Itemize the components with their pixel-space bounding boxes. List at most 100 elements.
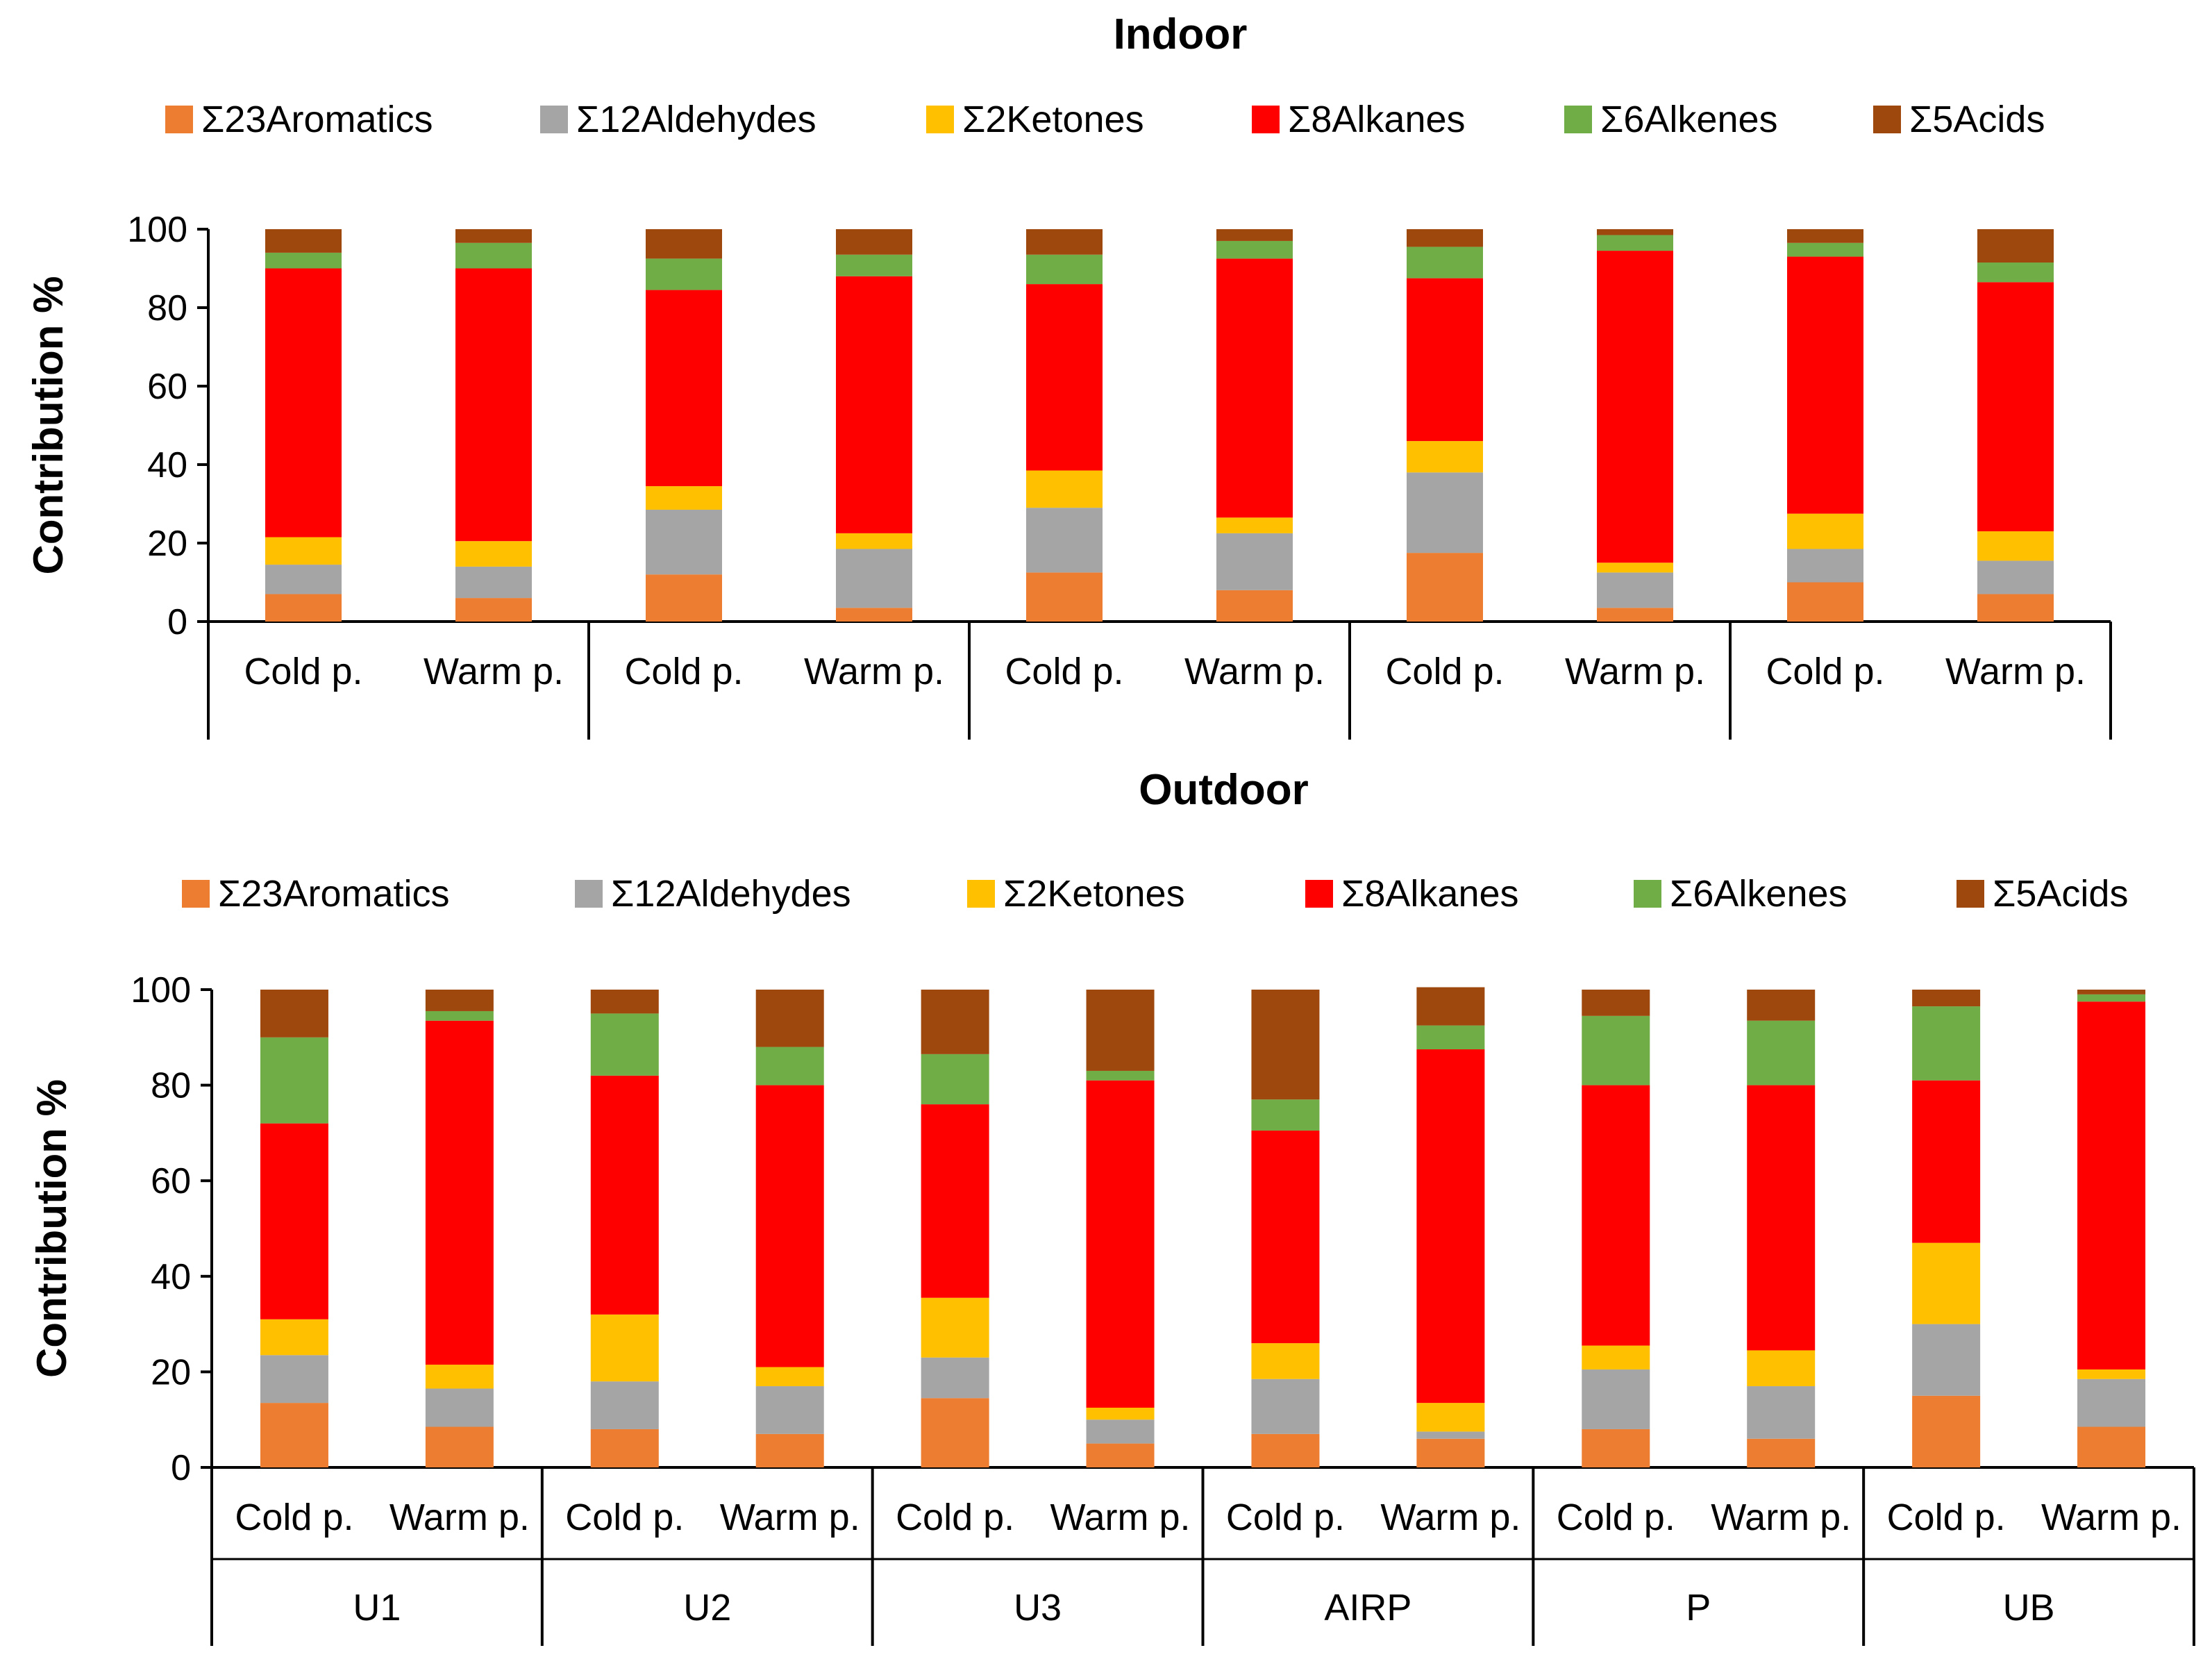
y-tick-label-40: 40 xyxy=(151,1257,191,1297)
y-tick-label-100: 100 xyxy=(127,210,187,250)
y-tick-label-20: 20 xyxy=(151,1352,191,1392)
bar-3-2ketones xyxy=(646,486,722,510)
bar-6-8alkanes xyxy=(1216,258,1293,518)
bar-5-23aromatics xyxy=(921,1398,989,1467)
bar-3-5acids xyxy=(646,229,722,259)
bar-3-8alkanes xyxy=(646,290,722,487)
legend-label-2: Σ12Aldehydes xyxy=(611,873,851,915)
bar-1-12aldehydes xyxy=(265,565,342,594)
x-category-label-12: Warm p. xyxy=(2041,1497,2181,1538)
bar-9-5acids xyxy=(1582,990,1650,1016)
bar-10-6alkenes xyxy=(1747,1020,1816,1085)
legend-label-3: Σ2Ketones xyxy=(1003,873,1185,915)
bar-3-6alkenes xyxy=(590,1013,659,1076)
x-category-label-4: Warm p. xyxy=(720,1497,860,1538)
x-category-label-8: Warm p. xyxy=(1565,651,1705,692)
legend-label-1: Σ23Aromatics xyxy=(218,873,450,915)
bar-10-5acids xyxy=(1977,229,2054,263)
outdoor-chart: Outdoor Σ23Aromatics Σ12Aldehydes Σ2Ketones… xyxy=(28,766,2195,1646)
x-category-label-7: Cold p. xyxy=(1385,651,1504,692)
bar-2-5acids xyxy=(425,990,494,1011)
bar-5-12aldehydes xyxy=(921,1357,989,1399)
bar-10-12aldehydes xyxy=(1747,1386,1816,1439)
bar-3-6alkenes xyxy=(646,258,722,290)
legend-swatch-5 xyxy=(1564,106,1592,133)
x-category-label-6: Warm p. xyxy=(1050,1497,1191,1538)
bar-7-23aromatics xyxy=(1407,553,1483,622)
bar-9-23aromatics xyxy=(1582,1429,1650,1467)
bar-5-8alkanes xyxy=(1026,284,1103,471)
bar-11-5acids xyxy=(1912,990,1981,1007)
group-label-u1: U1 xyxy=(353,1587,401,1629)
legend-swatch-2 xyxy=(575,880,603,908)
y-tick-label-0: 0 xyxy=(171,1448,191,1488)
bar-4-12aldehydes xyxy=(836,549,912,608)
bar-5-5acids xyxy=(1026,229,1103,255)
legend-swatch-2 xyxy=(540,106,568,133)
bar-5-2ketones xyxy=(921,1297,989,1358)
bar-5-6alkenes xyxy=(921,1054,989,1105)
chart-title: Outdoor xyxy=(1139,766,1309,814)
bar-11-6alkenes xyxy=(1912,1006,1981,1081)
bar-11-2ketones xyxy=(1912,1242,1981,1324)
bar-4-8alkanes xyxy=(755,1085,824,1367)
legend-swatch-5 xyxy=(1634,880,1661,908)
x-category-label-10: Warm p. xyxy=(1711,1497,1851,1538)
legend-swatch-4 xyxy=(1305,880,1333,908)
bar-4-23aromatics xyxy=(836,608,912,622)
bar-6-8alkanes xyxy=(1086,1080,1155,1408)
bar-12-5acids xyxy=(2077,990,2146,994)
bar-7-8alkanes xyxy=(1407,278,1483,442)
bar-4-8alkanes xyxy=(836,276,912,533)
bar-1-12aldehydes xyxy=(260,1355,328,1404)
bar-10-8alkanes xyxy=(1977,282,2054,532)
x-category-label-4: Warm p. xyxy=(804,651,944,692)
bar-4-5acids xyxy=(836,229,912,255)
legend-label-5: Σ6Alkenes xyxy=(1600,99,1778,140)
bar-9-12aldehydes xyxy=(1582,1369,1650,1429)
bar-8-23aromatics xyxy=(1416,1438,1485,1467)
bar-1-8alkanes xyxy=(265,268,342,538)
bar-1-6alkenes xyxy=(265,252,342,269)
y-tick-label-60: 60 xyxy=(147,367,187,407)
bar-12-12aldehydes xyxy=(2077,1379,2146,1427)
bar-9-2ketones xyxy=(1787,513,1863,549)
group-label-u2: U2 xyxy=(683,1587,731,1629)
bar-1-5acids xyxy=(265,229,342,253)
x-category-label-5: Cold p. xyxy=(1005,651,1123,692)
legend-swatch-1 xyxy=(182,880,210,908)
y-tick-label-80: 80 xyxy=(147,288,187,328)
bar-8-5acids xyxy=(1597,229,1673,235)
bar-6-23aromatics xyxy=(1086,1443,1155,1467)
bar-8-8alkanes xyxy=(1416,1049,1485,1404)
bar-4-6alkenes xyxy=(755,1047,824,1085)
bar-2-5acids xyxy=(455,229,532,243)
bar-8-2ketones xyxy=(1416,1403,1485,1432)
bar-11-8alkanes xyxy=(1912,1080,1981,1243)
x-category-label-6: Warm p. xyxy=(1184,651,1325,692)
x-category-label-2: Warm p. xyxy=(424,651,564,692)
bar-7-5acids xyxy=(1251,990,1320,1100)
bar-6-5acids xyxy=(1216,229,1293,241)
bar-7-6alkenes xyxy=(1407,247,1483,278)
bar-3-23aromatics xyxy=(590,1429,659,1467)
bar-7-5acids xyxy=(1407,229,1483,247)
bar-7-23aromatics xyxy=(1251,1433,1320,1467)
bar-2-23aromatics xyxy=(425,1426,494,1467)
y-tick-label-0: 0 xyxy=(167,602,187,642)
bar-3-12aldehydes xyxy=(590,1381,659,1429)
bar-11-12aldehydes xyxy=(1912,1324,1981,1396)
bar-4-6alkenes xyxy=(836,254,912,276)
x-category-label-9: Cold p. xyxy=(1766,651,1884,692)
legend-swatch-4 xyxy=(1252,106,1280,133)
x-category-label-1: Cold p. xyxy=(235,1497,353,1538)
legend-label-1: Σ23Aromatics xyxy=(201,99,433,140)
bar-12-23aromatics xyxy=(2077,1426,2146,1467)
group-label-p: P xyxy=(1686,1587,1711,1629)
bar-9-6alkenes xyxy=(1582,1015,1650,1085)
bar-8-8alkanes xyxy=(1597,251,1673,563)
x-category-label-3: Cold p. xyxy=(565,1497,684,1538)
bar-3-2ketones xyxy=(590,1314,659,1382)
bar-3-8alkanes xyxy=(590,1075,659,1315)
